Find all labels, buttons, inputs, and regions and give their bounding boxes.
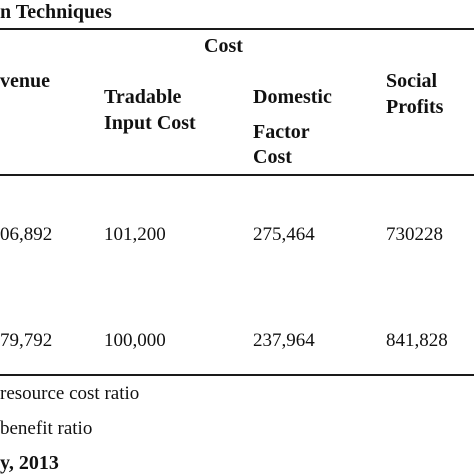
row1-social: 730228 (386, 224, 443, 245)
note-benefit-ratio: benefit ratio (0, 418, 93, 439)
row2-domestic: 237,964 (253, 330, 315, 351)
tradable-header-line1: Tradable (104, 86, 182, 108)
header-rule (0, 174, 474, 176)
row1-domestic: 275,464 (253, 224, 315, 245)
domestic-header-line3: Cost (253, 146, 292, 168)
social-header-line1: Social (386, 70, 438, 92)
row2-tradable: 100,000 (104, 330, 166, 351)
domestic-header-line1: Domestic (253, 86, 332, 108)
social-header-line2: Profits (386, 96, 444, 118)
note-resource-cost-ratio: resource cost ratio (0, 383, 140, 404)
row1-tradable: 101,200 (104, 224, 166, 245)
cost-group-header: Cost (204, 35, 243, 57)
bottom-rule (0, 374, 474, 376)
top-rule (0, 28, 474, 30)
revenue-header: venue (0, 70, 50, 92)
row1-revenue: 06,892 (0, 224, 53, 245)
tradable-header-line2: Input Cost (104, 112, 196, 134)
row2-revenue: 79,792 (0, 330, 53, 351)
row2-social: 841,828 (386, 330, 448, 351)
table-title: n Techniques (0, 1, 112, 23)
source-line: y, 2013 (0, 452, 59, 474)
domestic-header-line2: Factor (253, 121, 310, 143)
